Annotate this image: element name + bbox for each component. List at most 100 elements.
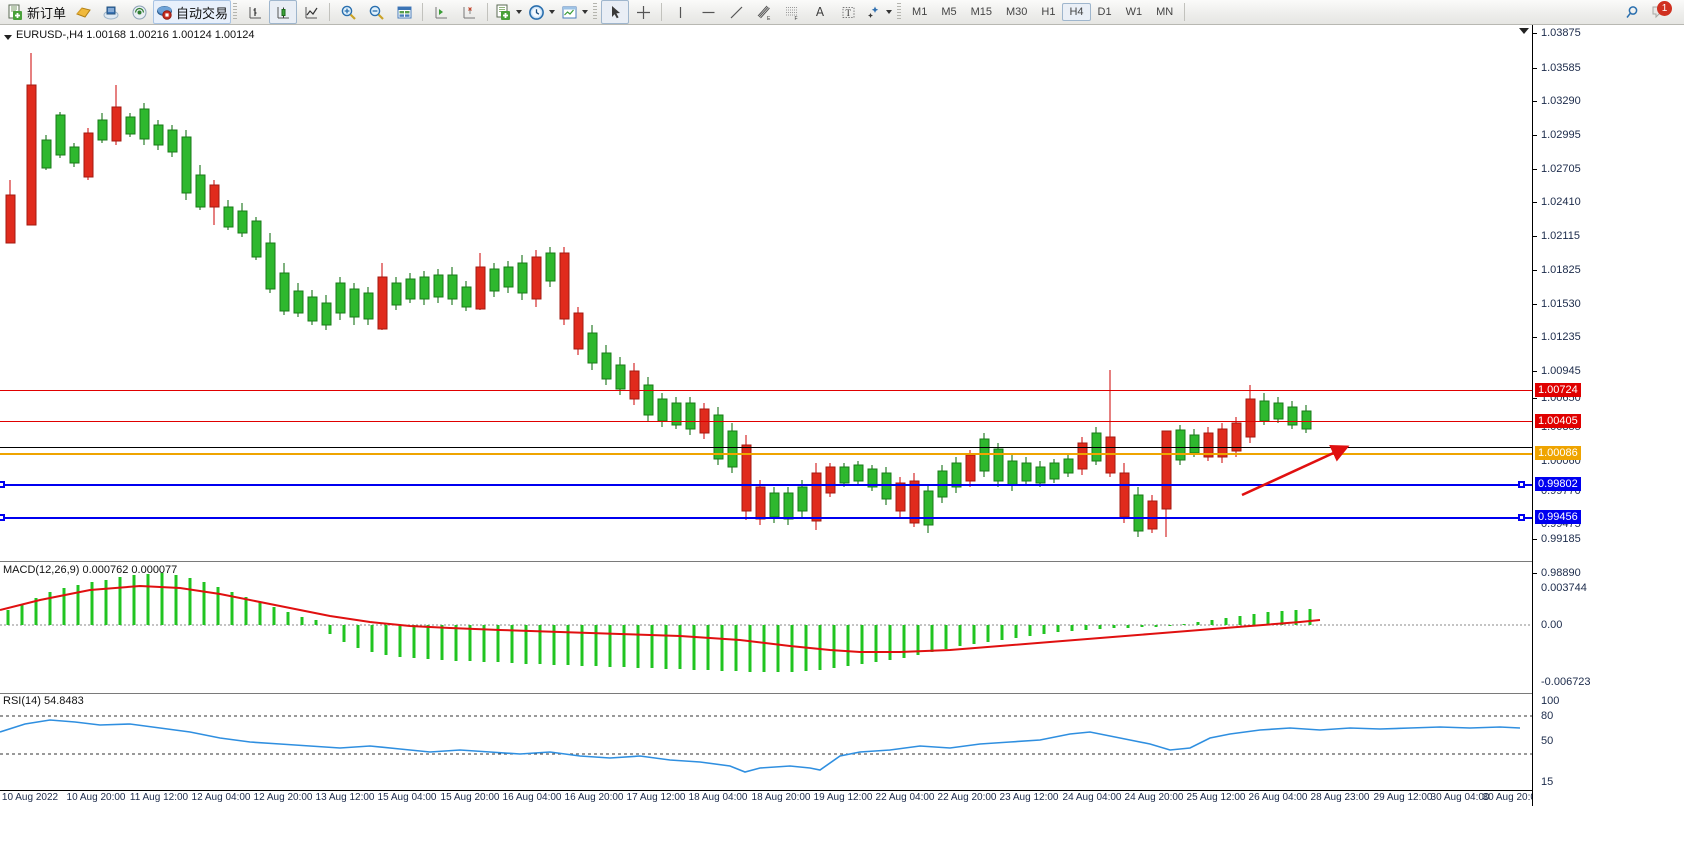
chevron-down-icon[interactable] — [516, 10, 523, 14]
notification-button[interactable]: 1 — [1646, 0, 1674, 24]
indicator-list-button[interactable] — [69, 0, 97, 24]
autoscroll-button[interactable] — [427, 0, 455, 24]
toolbar-grip[interactable] — [233, 3, 238, 21]
price-level-line-black[interactable] — [0, 447, 1532, 448]
timeframe-m15[interactable]: M15 — [970, 6, 992, 18]
templates-button[interactable] — [97, 0, 125, 24]
chevron-down-icon[interactable] — [886, 10, 893, 14]
templates-dropdown-button[interactable] — [558, 0, 591, 24]
indicators-button[interactable] — [492, 0, 525, 24]
clock-icon — [528, 4, 545, 21]
rsi-pane-separator — [0, 693, 1532, 694]
autotrading-button[interactable]: 自动交易 — [153, 0, 232, 24]
timeframe-d1[interactable]: D1 — [1097, 6, 1112, 18]
price-level-handle-support-2-right[interactable] — [1518, 514, 1525, 521]
horizontal-line-button[interactable] — [694, 0, 722, 24]
signals-button[interactable] — [125, 0, 153, 24]
chart-title: EURUSD-,H4 1.00168 1.00216 1.00124 1.001… — [16, 29, 255, 41]
price-level-handle-support-1[interactable] — [0, 481, 5, 488]
chart-area[interactable]: EURUSD-,H4 1.00168 1.00216 1.00124 1.001… — [0, 25, 1684, 841]
notification-count: 1 — [1657, 1, 1672, 16]
price-label: 0.99185 — [1541, 533, 1581, 545]
zoom-in-button[interactable] — [334, 0, 362, 24]
autotrading-label: 自动交易 — [176, 6, 229, 22]
time-label: 17 Aug 12:00 — [626, 792, 686, 803]
templates-dd-icon — [561, 4, 578, 21]
timeframe-m30[interactable]: M30 — [1006, 6, 1028, 18]
price-level-tag-support-1[interactable]: 0.99802 — [1535, 477, 1581, 491]
macd-axis-label: 0.003744 — [1541, 582, 1587, 594]
horizontal-line-icon — [700, 4, 717, 21]
equidistant-channel-button[interactable]: E — [750, 0, 778, 24]
price-label: 0.98890 — [1541, 567, 1581, 579]
new-order-button[interactable]: 新订单 — [4, 0, 69, 24]
price-axis[interactable]: 1.03875 1.03585 1.03290 1.02995 1.02705 … — [1532, 25, 1684, 806]
price-label: 1.03875 — [1541, 27, 1581, 39]
trendline-button[interactable] — [722, 0, 750, 24]
chart-corner-caret-icon[interactable] — [1519, 28, 1529, 34]
price-level-line-support-1[interactable] — [0, 484, 1532, 486]
objects-button[interactable] — [862, 0, 895, 24]
fibonacci-button[interactable]: F — [778, 0, 806, 24]
svg-text:T: T — [845, 8, 851, 18]
timeframe-h4[interactable]: H4 — [1062, 3, 1091, 21]
candlestick-series — [5, 53, 1312, 537]
period-button[interactable] — [525, 0, 558, 24]
price-level-line-support-2[interactable] — [0, 517, 1532, 519]
rsi-axis-label: 100 — [1541, 695, 1560, 707]
timeframe-mn[interactable]: MN — [1156, 6, 1174, 18]
search-button[interactable] — [1618, 0, 1646, 24]
line-chart-button[interactable] — [297, 0, 325, 24]
text-button[interactable]: A — [806, 0, 834, 24]
templates-icon — [103, 4, 120, 21]
chevron-down-icon[interactable] — [582, 10, 589, 14]
chart-plot[interactable]: MACD(12,26,9) 0.000762 0.000077 — [0, 25, 1532, 806]
timeframe-m5[interactable]: M5 — [941, 6, 957, 18]
timeframe-m1[interactable]: M1 — [912, 6, 928, 18]
bar-chart-icon — [247, 4, 264, 21]
time-label: 26 Aug 04:00 — [1248, 792, 1308, 803]
vertical-line-button[interactable] — [666, 0, 694, 24]
time-axis[interactable]: 10 Aug 2022 10 Aug 20:00 11 Aug 12:00 12… — [0, 790, 1532, 806]
label-icon: T — [840, 4, 857, 21]
chevron-down-icon[interactable] — [549, 10, 556, 14]
candlestick-chart-button[interactable] — [269, 0, 298, 24]
trendline-icon — [728, 4, 745, 21]
timeframe-w1[interactable]: W1 — [1125, 6, 1143, 18]
svg-text:F: F — [794, 16, 797, 21]
text-icon: A — [815, 5, 825, 19]
time-label: 16 Aug 20:00 — [564, 792, 624, 803]
price-level-handle-support-2[interactable] — [0, 514, 5, 521]
price-level-line-resistance-1[interactable] — [0, 390, 1532, 391]
time-label: 24 Aug 20:00 — [1124, 792, 1184, 803]
data-window-button[interactable] — [390, 0, 418, 24]
price-level-tag-current-price[interactable]: 1.00086 — [1535, 446, 1581, 460]
timeframe-h1[interactable]: H1 — [1041, 6, 1056, 18]
cursor-button[interactable] — [601, 0, 630, 24]
toolbar-grip-2[interactable] — [593, 3, 598, 21]
price-level-tag-resistance-2[interactable]: 1.00405 — [1535, 414, 1581, 428]
price-level-tag-resistance-1[interactable]: 1.00724 — [1535, 383, 1581, 397]
price-level-tag-support-2[interactable]: 0.99456 — [1535, 510, 1581, 524]
vertical-line-icon — [672, 4, 689, 21]
time-label: 28 Aug 23:00 — [1310, 792, 1370, 803]
macd-indicator — [0, 573, 1532, 672]
rsi-axis-label: 80 — [1541, 710, 1554, 722]
label-button[interactable]: T — [834, 0, 862, 24]
line-chart-icon — [303, 4, 320, 21]
chart-shift-button[interactable] — [455, 0, 483, 24]
price-level-handle-support-1-right[interactable] — [1518, 481, 1525, 488]
bar-chart-button[interactable] — [241, 0, 269, 24]
zoom-out-button[interactable] — [362, 0, 390, 24]
toolbar-grip-3[interactable] — [897, 3, 902, 21]
time-label: 15 Aug 04:00 — [377, 792, 437, 803]
price-level-line-resistance-2[interactable] — [0, 421, 1532, 422]
macd-title: MACD(12,26,9) 0.000762 0.000077 — [3, 564, 178, 576]
crosshair-button[interactable] — [629, 0, 657, 24]
price-level-line-current[interactable] — [0, 453, 1532, 455]
time-label: 30 Aug 20:00 — [1482, 792, 1532, 803]
price-label: 1.00945 — [1541, 365, 1581, 377]
bullish-trend-arrow[interactable] — [1240, 440, 1360, 510]
chart-menu-caret-icon[interactable] — [4, 35, 12, 40]
macd-axis-label: -0.006723 — [1541, 676, 1591, 688]
